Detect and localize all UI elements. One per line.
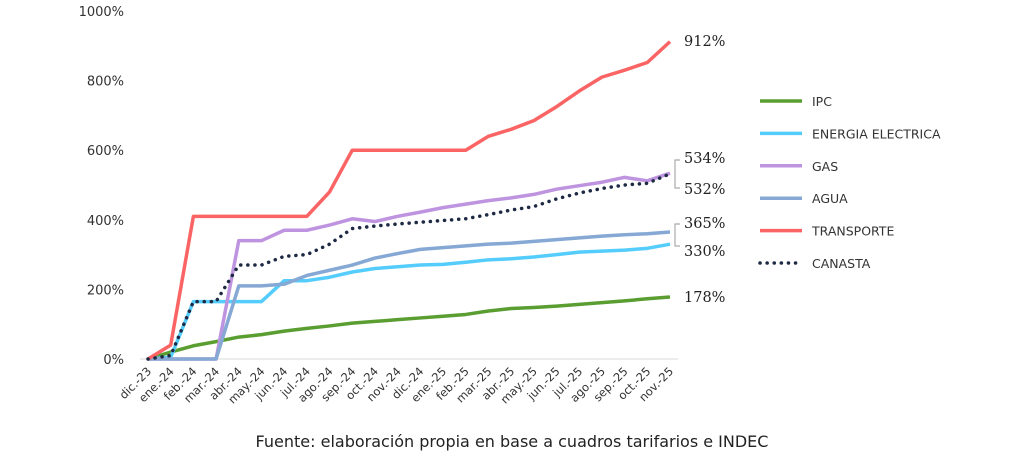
y-tick-label: 800% <box>87 75 124 90</box>
legend-label: GAS <box>812 159 838 174</box>
legend-label: CANASTA <box>812 256 871 271</box>
series-line-canasta <box>146 172 672 361</box>
y-tick-label: 600% <box>87 144 124 159</box>
end-label: 178% <box>684 290 725 306</box>
y-tick-label: 0% <box>103 353 124 368</box>
series-line-agua <box>148 230 671 361</box>
legend-label: ENERGIA ELECTRICA <box>812 126 941 141</box>
label-bracket <box>674 223 680 247</box>
label-bracket <box>674 159 680 189</box>
end-label: 912% <box>684 34 725 50</box>
end-label: 330% <box>684 244 725 260</box>
series-line-ipc <box>147 295 671 361</box>
y-tick-label: 400% <box>87 214 124 229</box>
legend-label: TRANSPORTE <box>811 224 894 239</box>
end-label: 365% <box>684 216 725 232</box>
legend-label: IPC <box>812 94 832 109</box>
series-line-transporte <box>147 40 672 361</box>
series-line-gas <box>148 171 671 361</box>
end-label: 534% <box>684 151 725 167</box>
y-tick-label: 200% <box>87 283 124 298</box>
source-note: Fuente: elaboración propia en base a cua… <box>255 432 769 451</box>
legend-label: AGUA <box>812 191 848 206</box>
end-label: 532% <box>684 182 725 198</box>
y-tick-label: 1000% <box>79 5 124 20</box>
